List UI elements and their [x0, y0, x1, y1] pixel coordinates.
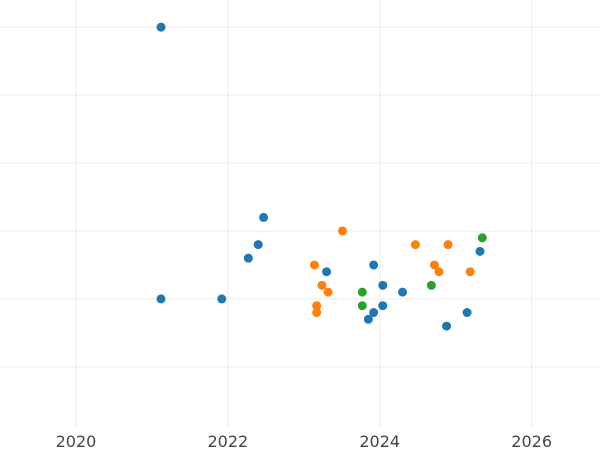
data-point — [217, 294, 227, 304]
data-point — [322, 267, 332, 277]
data-point — [426, 280, 436, 290]
data-point — [410, 240, 420, 250]
data-point — [156, 22, 166, 32]
data-point — [357, 287, 367, 297]
x-tick-label: 2022 — [207, 432, 248, 450]
data-point — [156, 294, 166, 304]
data-point — [465, 267, 475, 277]
data-point — [442, 321, 452, 331]
data-point — [317, 280, 327, 290]
data-point — [398, 287, 408, 297]
data-point — [462, 308, 472, 318]
y-gridlines — [0, 26, 600, 368]
data-point — [243, 253, 253, 263]
data-points — [156, 22, 487, 331]
data-point — [357, 301, 367, 311]
data-point — [253, 240, 263, 250]
x-gridlines — [75, 0, 533, 428]
data-point — [443, 240, 453, 250]
data-point — [338, 226, 348, 236]
data-point — [369, 260, 379, 270]
data-point — [312, 308, 322, 318]
data-point — [312, 301, 322, 311]
data-point — [378, 301, 388, 311]
x-tick-label: 2026 — [511, 432, 552, 450]
x-tick-labels: 2020 2022 2024 2026 — [56, 432, 552, 450]
data-point — [477, 233, 487, 243]
x-tick-label: 2024 — [359, 432, 400, 450]
data-point — [259, 212, 269, 222]
data-point — [369, 308, 379, 318]
data-point — [434, 267, 444, 277]
data-point — [378, 280, 388, 290]
data-point — [429, 260, 439, 270]
data-point — [363, 314, 373, 324]
data-point — [475, 246, 485, 256]
x-tick-label: 2020 — [56, 432, 97, 450]
data-point — [309, 260, 319, 270]
data-point — [323, 287, 333, 297]
